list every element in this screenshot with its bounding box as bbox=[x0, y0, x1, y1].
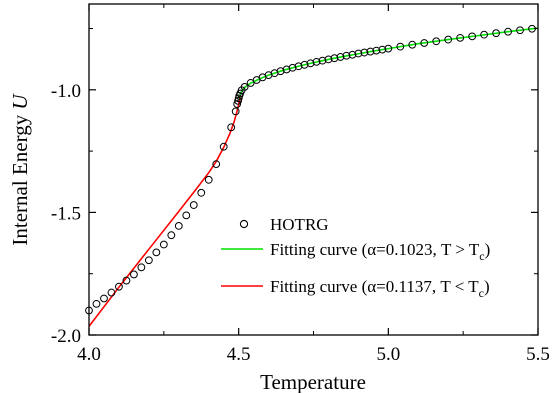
legend-label-fit-above-sub: c bbox=[479, 249, 484, 263]
x-tick-label: 5.5 bbox=[526, 344, 550, 365]
data-point bbox=[92, 299, 101, 308]
data-point bbox=[152, 248, 161, 257]
data-point bbox=[516, 26, 524, 35]
fit-curve-2 bbox=[88, 97, 241, 327]
y-tick-label: -1.5 bbox=[51, 203, 81, 224]
legend-item-fit-below: Fitting curve (α=0.1137, T < Tc) bbox=[221, 277, 490, 300]
data-point bbox=[420, 39, 429, 47]
data-point bbox=[324, 55, 333, 64]
data-point bbox=[306, 59, 315, 68]
data-point bbox=[288, 63, 297, 72]
legend-item-fit-above: Fitting curve (α=0.1023, T > Tc) bbox=[221, 240, 490, 263]
data-point bbox=[372, 46, 381, 55]
x-tick-label: 4.5 bbox=[227, 344, 251, 365]
data-point bbox=[504, 27, 512, 36]
data-point bbox=[492, 29, 500, 38]
legend-label-fit-below-main: Fitting curve (α=0.1137, T < T bbox=[270, 277, 479, 296]
data-point bbox=[318, 56, 327, 65]
y-tick-label: -2.0 bbox=[51, 326, 81, 347]
data-point bbox=[137, 263, 146, 272]
data-point bbox=[212, 160, 221, 169]
data-point bbox=[300, 60, 309, 69]
fit-curve-1 bbox=[237, 27, 539, 100]
data-point bbox=[182, 211, 191, 220]
data-point bbox=[354, 49, 363, 58]
data-point bbox=[312, 57, 321, 66]
data-point bbox=[360, 48, 369, 57]
data-point bbox=[219, 142, 228, 151]
axis-tick-labels: 4.0 4.5 5.0 5.5 -2.0 -1.5 -1.0 bbox=[51, 81, 550, 365]
data-point bbox=[396, 42, 405, 51]
data-point bbox=[107, 288, 116, 297]
y-tick-label: -1.0 bbox=[51, 81, 81, 102]
y-axis-title-var: U bbox=[8, 93, 32, 110]
legend-label-fit-below: Fitting curve (α=0.1137, T < Tc) bbox=[270, 277, 490, 300]
data-point bbox=[336, 53, 345, 61]
data-point bbox=[432, 37, 441, 46]
data-point bbox=[130, 270, 138, 279]
data-point bbox=[330, 54, 339, 63]
x-tick-label: 5.0 bbox=[376, 344, 400, 365]
legend-label-fit-above-main: Fitting curve (α=0.1023, T > T bbox=[270, 240, 480, 259]
axis-ticks bbox=[88, 4, 539, 336]
data-point bbox=[159, 240, 168, 249]
y-axis-title-main: Internal Energy bbox=[8, 110, 32, 246]
legend-item-hotrg: HOTRG bbox=[239, 215, 329, 234]
data-point bbox=[144, 256, 153, 265]
x-tick-label: 4.0 bbox=[77, 344, 101, 365]
data-point bbox=[100, 294, 108, 303]
hotrg-points bbox=[85, 24, 536, 315]
data-point bbox=[122, 276, 131, 285]
data-point bbox=[468, 32, 477, 41]
data-point bbox=[204, 175, 213, 184]
data-point bbox=[444, 35, 453, 44]
y-axis-title: Internal Energy U bbox=[8, 93, 32, 246]
fit-curves bbox=[88, 27, 539, 327]
data-point bbox=[408, 40, 417, 49]
data-point bbox=[480, 30, 489, 39]
legend-marker-hotrg bbox=[239, 219, 249, 229]
x-axis-title: Temperature bbox=[260, 370, 366, 393]
data-point bbox=[246, 79, 255, 87]
legend-label-fit-above: Fitting curve (α=0.1023, T > Tc) bbox=[270, 240, 490, 263]
data-point bbox=[231, 107, 240, 116]
data-point bbox=[378, 45, 387, 54]
data-point bbox=[174, 221, 183, 230]
legend-label-fit-below-sub: c bbox=[479, 286, 484, 300]
data-point bbox=[227, 123, 236, 132]
data-point bbox=[189, 201, 198, 209]
legend-label-hotrg: HOTRG bbox=[270, 215, 329, 234]
data-point bbox=[348, 50, 357, 59]
data-point bbox=[115, 282, 123, 291]
data-point bbox=[384, 44, 393, 53]
data-point bbox=[233, 100, 242, 108]
data-point bbox=[197, 188, 206, 197]
legend-label-fit-below-end: ) bbox=[484, 277, 490, 296]
legend: HOTRG Fitting curve (α=0.1023, T > Tc) F… bbox=[221, 215, 490, 300]
data-point bbox=[366, 47, 375, 56]
legend-label-fit-above-end: ) bbox=[485, 240, 491, 259]
data-point bbox=[167, 231, 176, 240]
data-point bbox=[342, 51, 351, 60]
data-point bbox=[294, 62, 303, 71]
data-point bbox=[240, 82, 249, 91]
data-point bbox=[456, 33, 465, 42]
